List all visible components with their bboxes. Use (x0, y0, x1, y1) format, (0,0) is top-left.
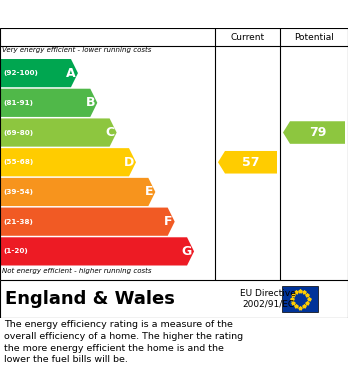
Text: (69-80): (69-80) (3, 129, 33, 136)
Text: EU Directive
2002/91/EC: EU Directive 2002/91/EC (240, 289, 296, 309)
Text: (55-68): (55-68) (3, 159, 33, 165)
Bar (282, 286, 318, 312)
Text: (21-38): (21-38) (3, 219, 33, 225)
Text: England & Wales: England & Wales (5, 290, 175, 308)
Polygon shape (1, 178, 155, 206)
Text: D: D (124, 156, 134, 169)
Text: C: C (105, 126, 114, 139)
Polygon shape (1, 89, 97, 117)
Text: B: B (86, 96, 95, 109)
Polygon shape (1, 148, 136, 176)
Polygon shape (1, 237, 194, 265)
Text: (39-54): (39-54) (3, 189, 33, 195)
Text: A: A (66, 66, 76, 80)
Text: F: F (164, 215, 173, 228)
Text: Very energy efficient - lower running costs: Very energy efficient - lower running co… (2, 47, 151, 53)
Polygon shape (283, 121, 345, 144)
Text: Potential: Potential (294, 32, 334, 41)
Polygon shape (1, 59, 78, 87)
Text: 79: 79 (309, 126, 326, 139)
Text: Not energy efficient - higher running costs: Not energy efficient - higher running co… (2, 268, 151, 274)
Text: E: E (145, 185, 153, 199)
Polygon shape (1, 208, 175, 236)
Text: 57: 57 (242, 156, 260, 169)
Text: The energy efficiency rating is a measure of the
overall efficiency of a home. T: The energy efficiency rating is a measur… (4, 320, 243, 364)
Text: (81-91): (81-91) (3, 100, 33, 106)
Polygon shape (1, 118, 117, 147)
Text: (1-20): (1-20) (3, 248, 28, 255)
Text: (92-100): (92-100) (3, 70, 38, 76)
Polygon shape (218, 151, 277, 174)
Text: Energy Efficiency Rating: Energy Efficiency Rating (10, 7, 220, 22)
Text: Current: Current (230, 32, 264, 41)
Text: G: G (182, 245, 192, 258)
